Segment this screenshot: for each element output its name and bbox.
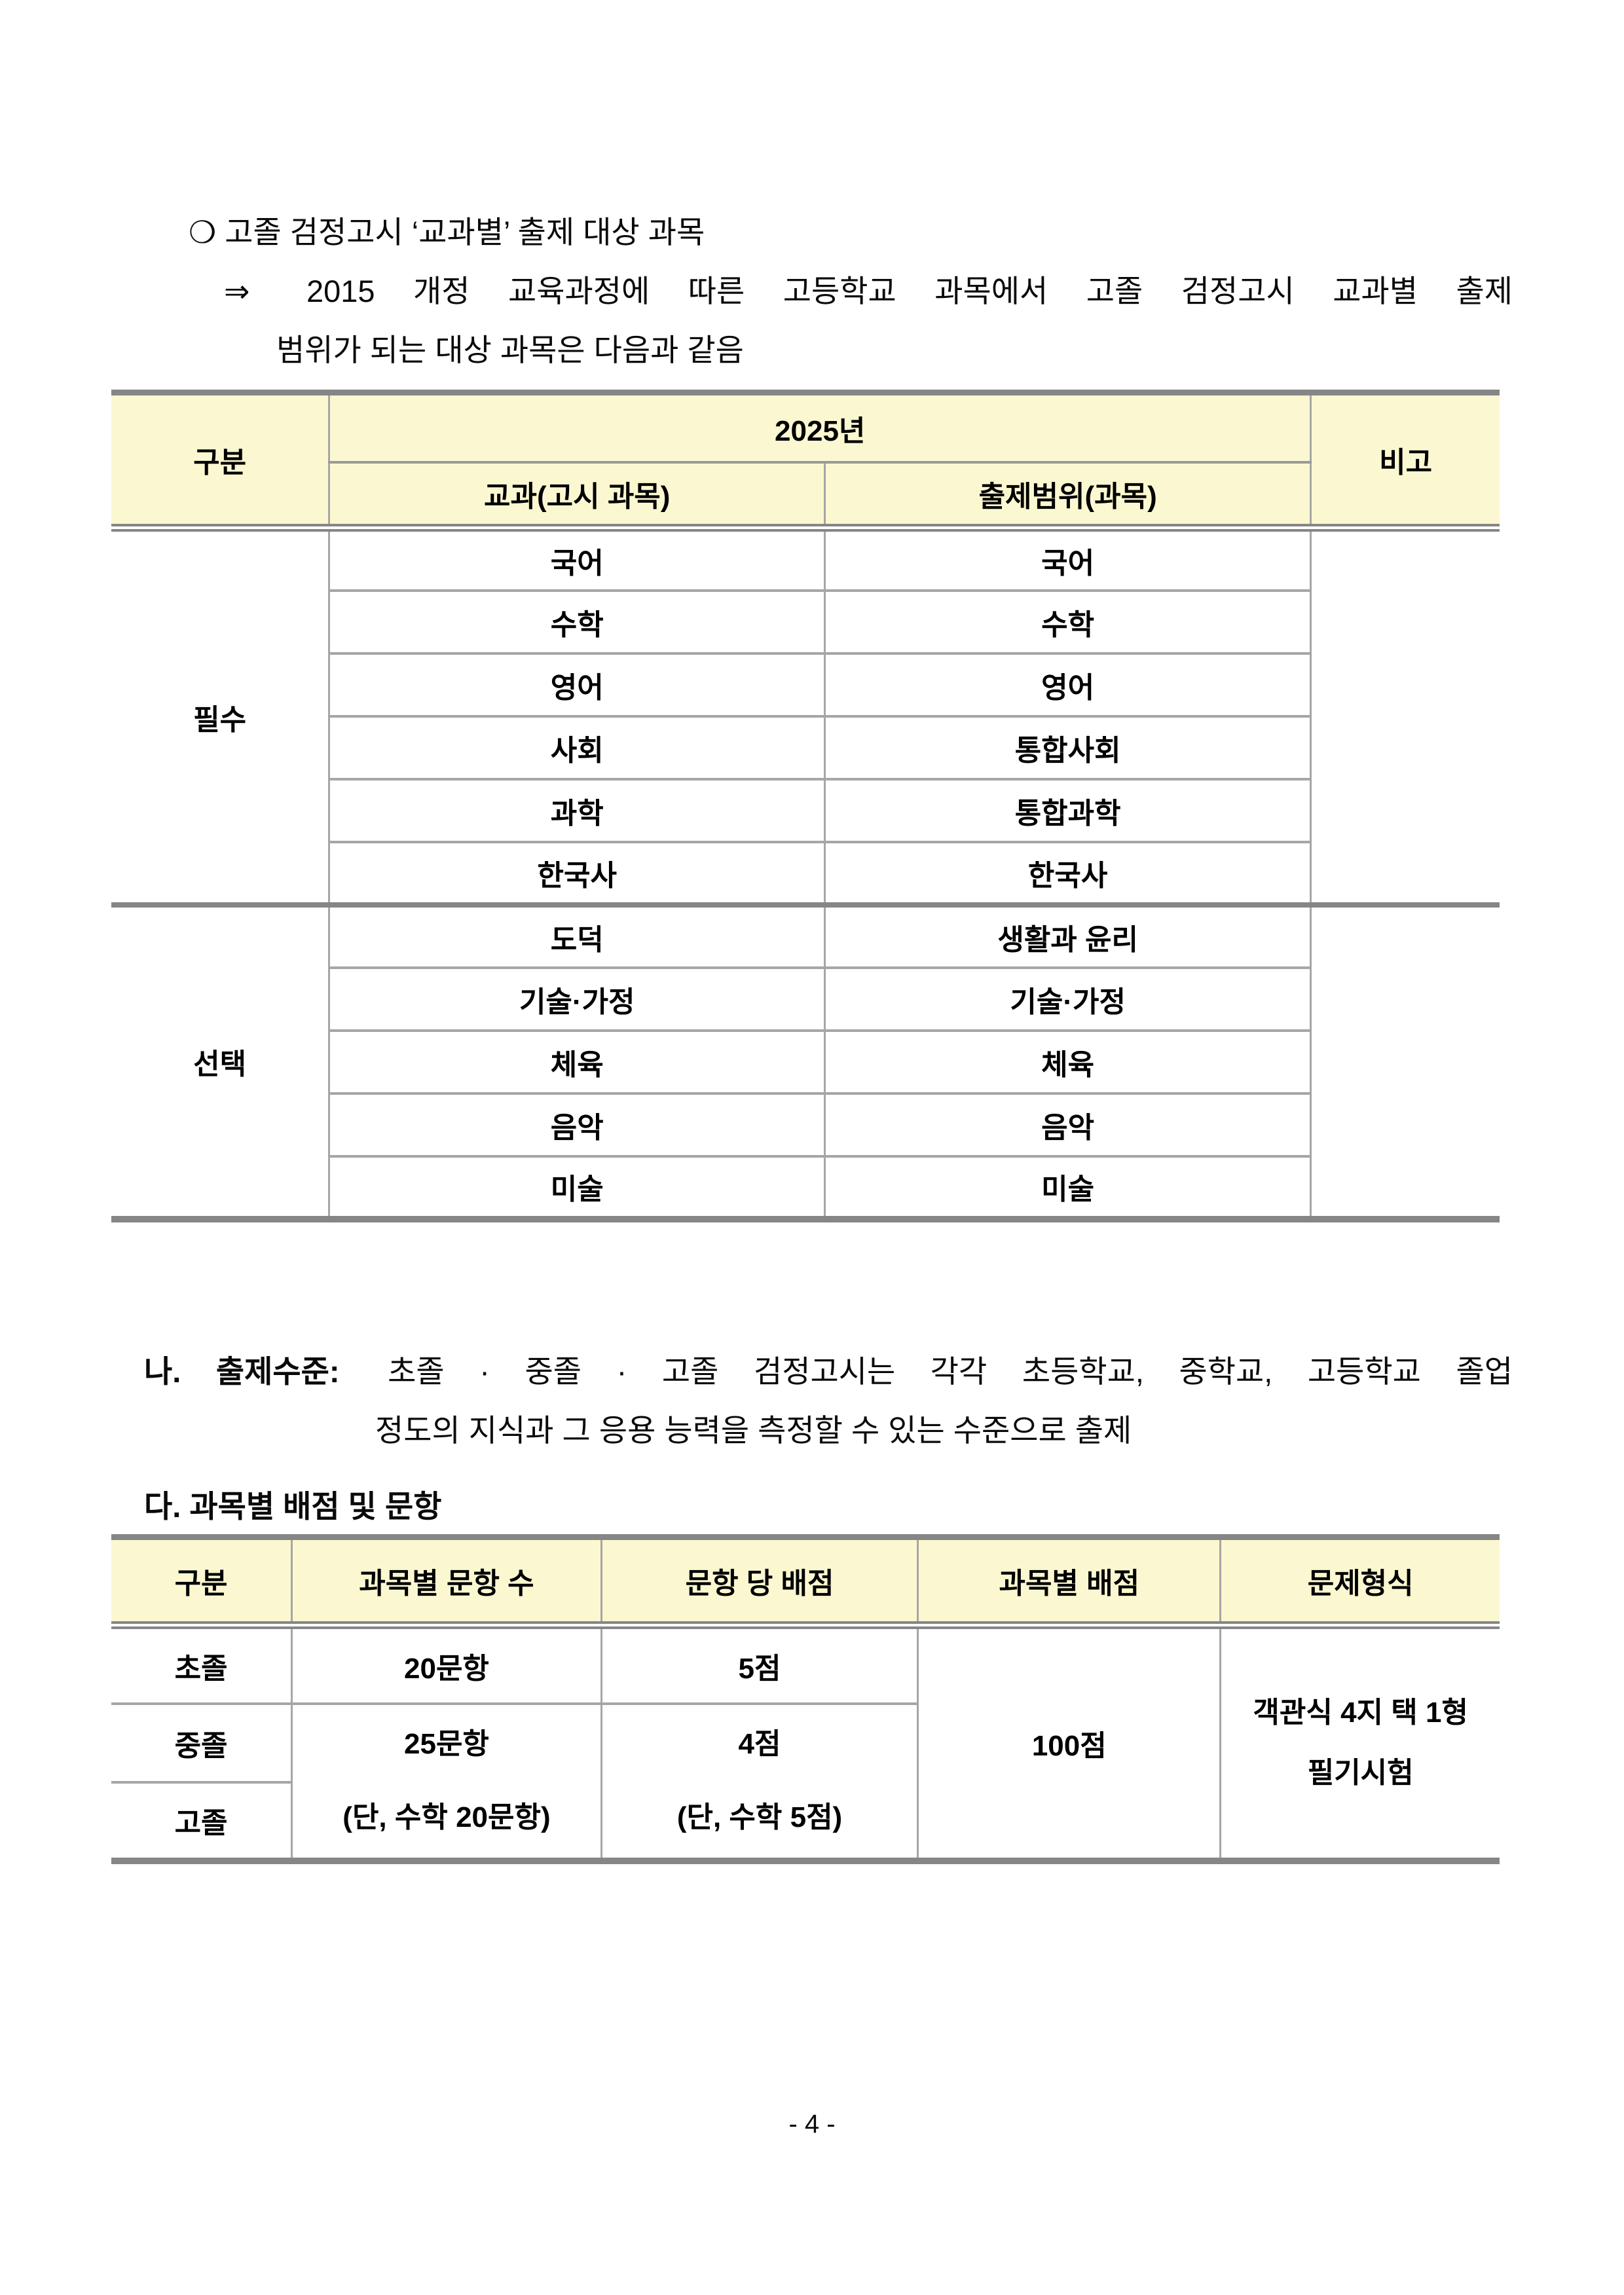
table-row: 선택 도덕 생활과 윤리 — [111, 902, 1500, 1219]
format-line2: 필기시험 — [1307, 1757, 1414, 1789]
intro-text-line1: 2015 개정 교육과정에 따른 고등학교 과목에서 고졸 검정고시 교과별 출… — [306, 274, 1513, 308]
subject-cell: 도덕 — [328, 902, 825, 968]
question-count-cell: 20문항 — [291, 1625, 602, 1704]
scope-cell: 체육 — [824, 1029, 1311, 1093]
points-line2: (단, 수학 5점) — [676, 1801, 843, 1833]
format-cell: 객관식 4지 택 1형 필기시험 — [1219, 1625, 1500, 1861]
subject-cell: 체육 — [328, 1029, 825, 1093]
table-row: 과학 통합과학 — [111, 777, 1500, 842]
header-cell-question-count: 과목별 문항 수 — [291, 1537, 602, 1629]
section-na-text: 초졸 · 중졸 · 고졸 검정고시는 각각 초등학교, 중학교, 고등학교 졸업 — [388, 1354, 1513, 1389]
level-label-cell: 고졸 — [111, 1780, 292, 1861]
points-line1: 4점 — [738, 1728, 781, 1760]
note-cell — [1310, 902, 1500, 1219]
header-cell-subject: 교과(고시 과목) — [328, 462, 825, 532]
scope-cell: 영어 — [824, 652, 1311, 716]
subject-total-cell: 100점 — [917, 1625, 1221, 1861]
table-row: 미술 미술 — [111, 1154, 1500, 1219]
note-cell — [1310, 527, 1500, 905]
subject-table: 구분 2025년 비고 교과(고시 과목) 출제범위(과목) 필수 국어 국어 … — [111, 390, 1500, 1222]
question-count-cell: 25문항 (단, 수학 20문항) — [291, 1702, 602, 1861]
question-count-line1: 25문항 — [404, 1728, 489, 1760]
page-number: - 4 - — [788, 2110, 836, 2139]
scope-cell: 한국사 — [824, 840, 1311, 905]
header-cell-gubun: 구분 — [111, 392, 329, 532]
question-count-line2: (단, 수학 20문항) — [342, 1801, 551, 1833]
subject-table-head: 구분 2025년 비고 교과(고시 과목) 출제범위(과목) — [111, 392, 1500, 532]
section-na: 나. 출제수준: 초졸 · 중졸 · 고졸 검정고시는 각각 초등학교, 중학교… — [111, 1352, 1513, 1450]
header-cell-points-per-question: 문항 당 배점 — [600, 1537, 918, 1629]
intro-text-line2: 범위가 되는 대상 과목은 다음과 같음 — [276, 333, 744, 367]
table-row: 수학 수학 — [111, 589, 1500, 653]
scope-cell: 음악 — [824, 1092, 1311, 1156]
subject-cell: 국어 — [328, 527, 825, 591]
subject-cell: 수학 — [328, 589, 825, 653]
scope-cell: 기술·가정 — [824, 966, 1311, 1031]
scope-cell: 통합사회 — [824, 714, 1311, 779]
section-na-label: 나. 출제수준: — [144, 1354, 340, 1389]
table-row: 기술·가정 기술·가정 — [111, 966, 1500, 1031]
header-cell-format: 문제형식 — [1219, 1537, 1500, 1629]
intro-title: 고졸 검정고시 ‘교과별’ 출제 대상 과목 — [225, 215, 705, 249]
subject-cell: 음악 — [328, 1092, 825, 1156]
group-label-cell: 필수 — [193, 703, 247, 736]
scope-cell: 생활과 윤리 — [824, 902, 1311, 968]
level-label-cell: 중졸 — [111, 1702, 292, 1782]
table-row: 영어 영어 — [111, 652, 1500, 716]
subject-cell: 영어 — [328, 652, 825, 716]
section-da-heading: 다. 과목별 배점 및 문항 — [144, 1489, 442, 1524]
table-row: 필수 국어 국어 — [111, 527, 1500, 905]
table-row: 고졸 — [111, 1780, 1500, 1861]
intro-section: ❍ 고졸 검정고시 ‘교과별’ 출제 대상 과목 ⇒ 2015 개정 교육과정에… — [111, 213, 1513, 370]
scoring-table-head: 구분 과목별 문항 수 문항 당 배점 과목별 배점 문제형식 — [111, 1537, 1500, 1629]
subject-table-body: 필수 국어 국어 수학 수학 영어 영어 사회 통합사회 과학 통합과학 — [111, 527, 1500, 1219]
scoring-table-body: 초졸 20문항 5점 100점 객관식 4지 택 1형 필기시험 중졸 25문항… — [111, 1625, 1500, 1861]
table-row: 중졸 25문항 (단, 수학 20문항) 4점 (단, 수학 5점) — [111, 1702, 1500, 1861]
table-row: 체육 체육 — [111, 1029, 1500, 1093]
scope-cell: 수학 — [824, 589, 1311, 653]
section-na-line2: 정도의 지식과 그 응용 능력을 측정할 수 있는 수준으로 출제 — [375, 1413, 1132, 1448]
table-row: 초졸 20문항 5점 100점 객관식 4지 택 1형 필기시험 — [111, 1625, 1500, 1861]
table-header-row: 구분 2025년 비고 — [111, 392, 1500, 532]
table-subheader-row: 교과(고시 과목) 출제범위(과목) — [111, 462, 1500, 532]
points-cell: 5점 — [600, 1625, 918, 1704]
scope-cell: 미술 — [824, 1154, 1311, 1219]
format-line1: 객관식 4지 택 1형 — [1253, 1697, 1468, 1729]
table-row: 음악 음악 — [111, 1092, 1500, 1156]
points-cell: 4점 (단, 수학 5점) — [600, 1702, 918, 1861]
table-row: 사회 통합사회 — [111, 714, 1500, 779]
table-row: 한국사 한국사 — [111, 840, 1500, 905]
header-cell-gubun: 구분 — [111, 1537, 292, 1629]
header-cell-subject-total: 과목별 배점 — [917, 1537, 1221, 1629]
table-header-row: 구분 과목별 문항 수 문항 당 배점 과목별 배점 문제형식 — [111, 1537, 1500, 1629]
scope-cell: 통합과학 — [824, 777, 1311, 842]
circle-bullet-icon: ❍ — [189, 215, 217, 249]
subject-cell: 사회 — [328, 714, 825, 779]
subject-cell: 한국사 — [328, 840, 825, 905]
level-label-cell: 초졸 — [174, 1652, 228, 1685]
subject-cell: 미술 — [328, 1154, 825, 1219]
double-arrow-icon: ⇒ — [224, 274, 250, 308]
intro-arrow-line: ⇒ 2015 개정 교육과정에 따른 고등학교 과목에서 고졸 검정고시 교과별… — [111, 272, 1513, 311]
section-na-line1: 나. 출제수준: 초졸 · 중졸 · 고졸 검정고시는 각각 초등학교, 중학교… — [111, 1352, 1513, 1391]
header-cell-scope: 출제범위(과목) — [824, 462, 1311, 532]
intro-title-line: ❍ 고졸 검정고시 ‘교과별’ 출제 대상 과목 — [111, 213, 1513, 252]
scope-cell: 국어 — [824, 527, 1311, 591]
subject-cell: 과학 — [328, 777, 825, 842]
header-cell-note: 비고 — [1310, 392, 1500, 532]
group-label-cell: 선택 — [111, 902, 329, 1219]
header-cell-year: 2025년 — [328, 392, 1311, 464]
subject-cell: 기술·가정 — [328, 966, 825, 1031]
scoring-table: 구분 과목별 문항 수 문항 당 배점 과목별 배점 문제형식 초졸 20문항 … — [111, 1534, 1500, 1864]
